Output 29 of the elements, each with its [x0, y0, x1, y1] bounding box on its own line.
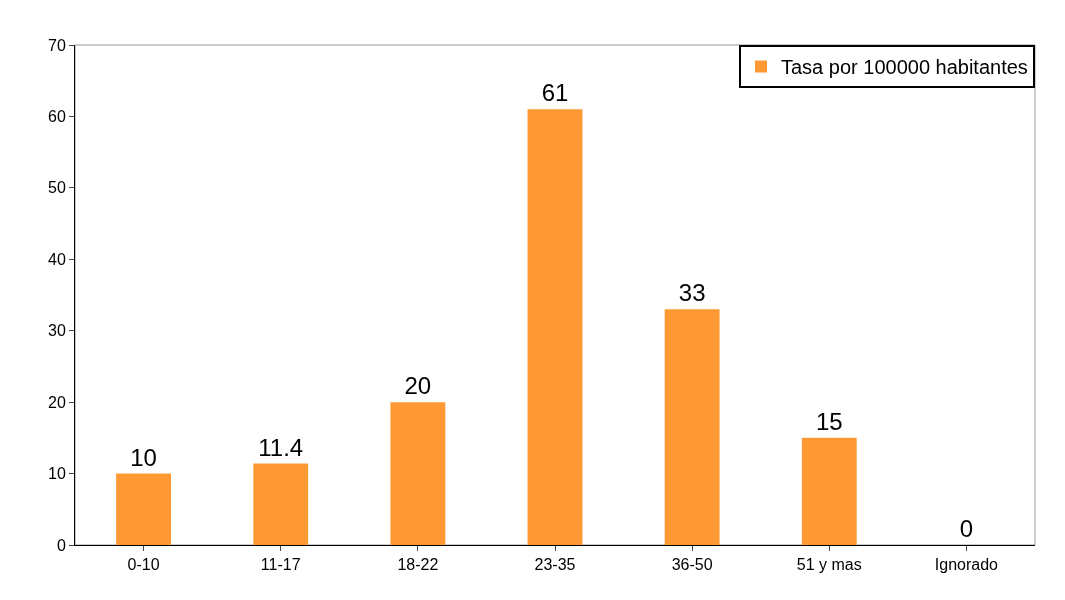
data-label: 20 — [404, 372, 432, 400]
bar — [390, 402, 446, 545]
y-tick-label: 10 — [48, 465, 66, 483]
bar — [527, 109, 583, 545]
x-tick-label: 23-35 — [534, 556, 576, 574]
y-tick-label: 20 — [48, 393, 66, 411]
data-label: 61 — [541, 79, 569, 107]
x-tick-label: 36-50 — [671, 556, 713, 574]
bar — [664, 309, 720, 545]
y-tick-label: 50 — [48, 179, 66, 197]
x-tick-label: 11-17 — [260, 556, 301, 574]
data-label: 33 — [678, 279, 706, 307]
bar — [116, 473, 171, 545]
data-label: 0 — [959, 515, 974, 542]
x-tick-label: 51 y mas — [796, 556, 862, 574]
bar — [801, 437, 857, 545]
y-tick-label: 60 — [48, 108, 66, 126]
y-tick-label: 0 — [56, 536, 66, 554]
bar — [253, 463, 309, 545]
data-label: 15 — [815, 407, 843, 435]
y-tick-label: 70 — [48, 36, 66, 54]
y-tick-label: 40 — [48, 250, 66, 268]
legend-label: Tasa por 100000 habitantes — [781, 56, 1028, 79]
data-label: 10 — [130, 443, 157, 471]
y-tick-label: 30 — [48, 322, 66, 340]
x-tick-label: Ignorado — [934, 556, 999, 574]
data-label: 11.4 — [258, 433, 304, 461]
x-tick-label: 18-22 — [397, 556, 439, 574]
x-tick-label: 0-10 — [127, 556, 160, 574]
